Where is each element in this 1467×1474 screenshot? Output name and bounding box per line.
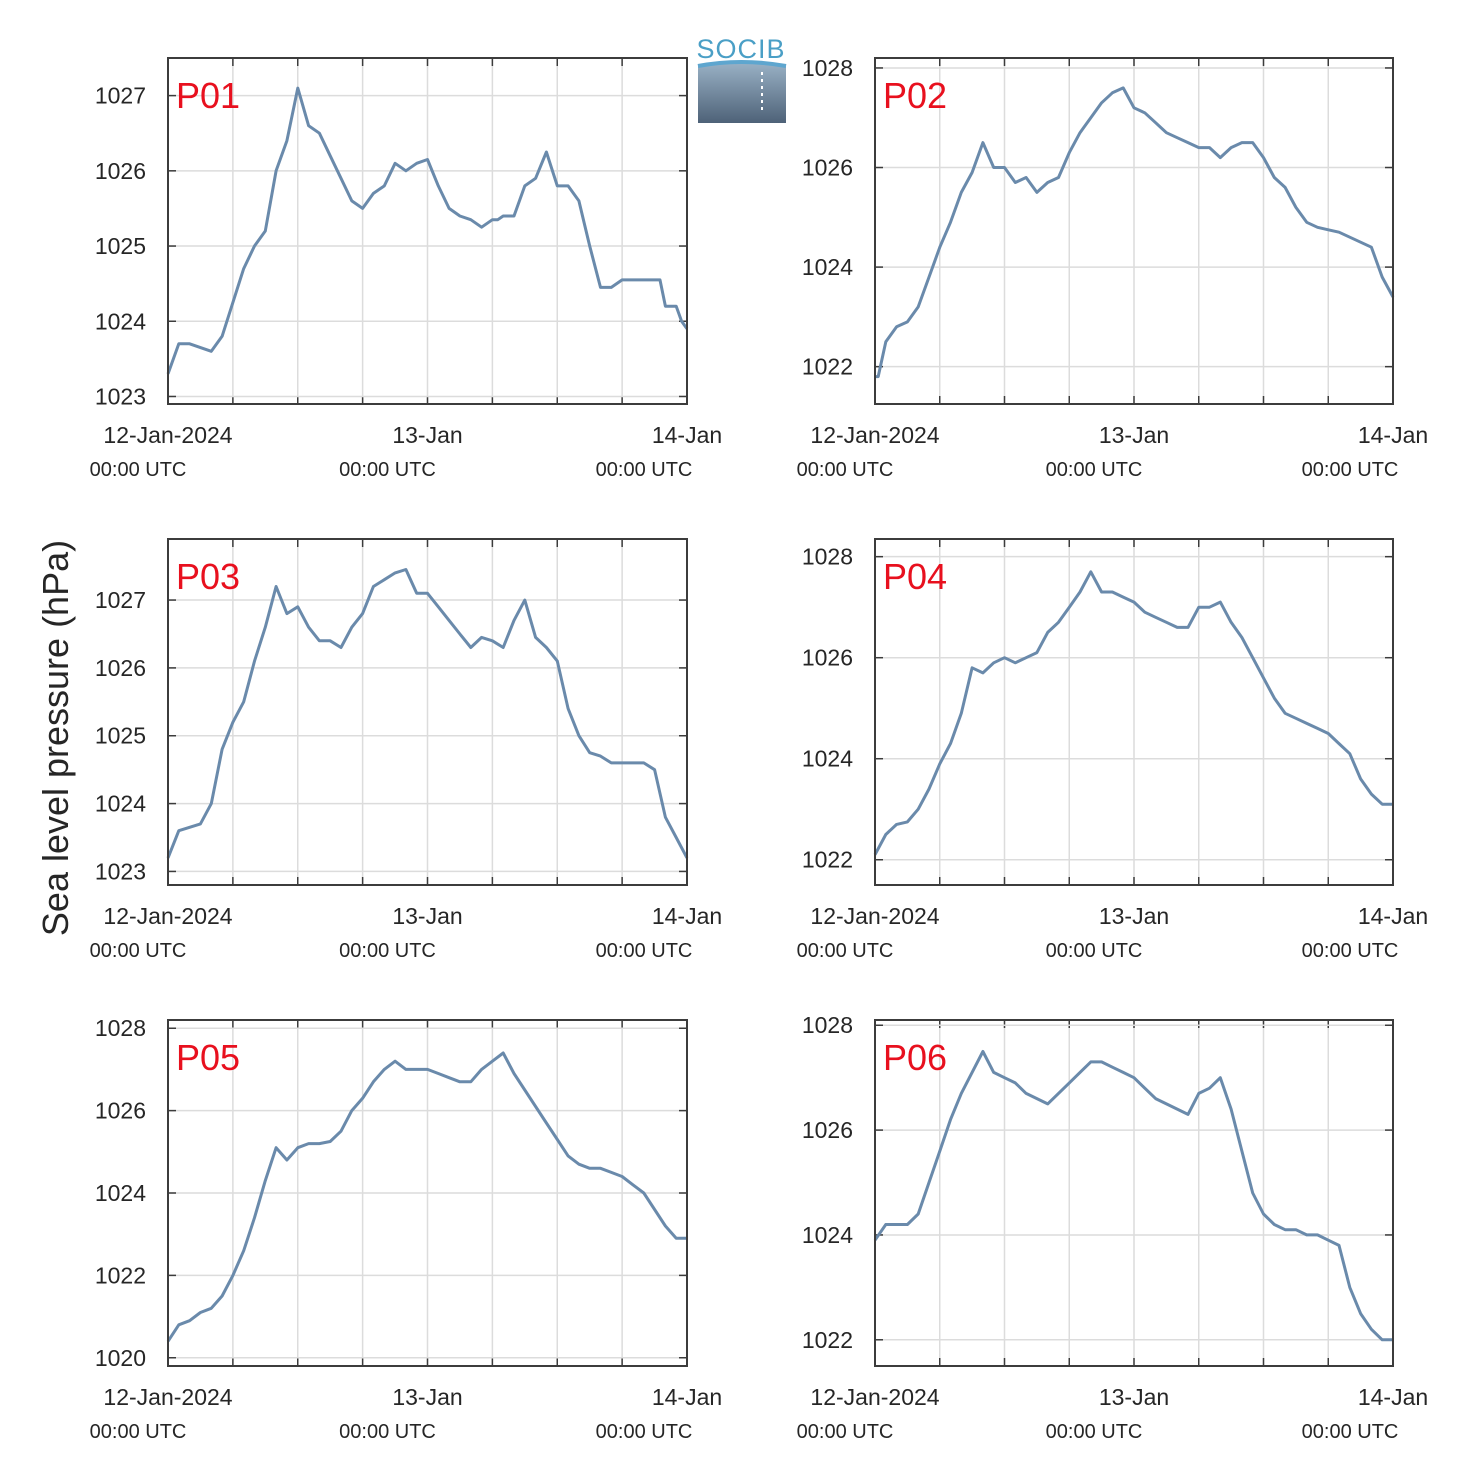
y-tick-label: 1028	[802, 55, 853, 81]
x-tick-label: 12-Jan-2024	[810, 903, 939, 929]
y-tick-label: 1022	[802, 1327, 853, 1353]
x-tick-label: 14-Jan	[652, 422, 722, 448]
axes-frame	[874, 1019, 1394, 1367]
y-tick-label: 1028	[95, 1015, 146, 1041]
x-tick-sublabel: 00:00 UTC	[797, 940, 894, 962]
panel-p05: 1020 1022 1024 1026 1028 12-Jan-2024 00:00 UTC…	[90, 1015, 723, 1443]
y-tick-label: 1026	[802, 1117, 853, 1143]
y-tick-label: 1026	[95, 158, 146, 184]
x-tick-label: 14-Jan	[1358, 903, 1428, 929]
x-tick-label: 13-Jan	[392, 422, 462, 448]
y-tick-label: 1025	[95, 233, 146, 259]
logo-text: SOCIB	[696, 34, 785, 64]
panel-tag: P05	[176, 1037, 240, 1078]
series-line-p06	[873, 1050, 1393, 1342]
panel-p04: 1022 1024 1026 1028 12-Jan-2024 00:00 UTC 13-J…	[797, 538, 1428, 962]
panel-p02: 1022 1024 1026 1028 12-Jan-2024 00:00 UTC 13-J…	[797, 55, 1429, 481]
x-tick-label: 12-Jan-2024	[103, 903, 232, 929]
x-tick-label: 12-Jan-2024	[103, 1384, 232, 1410]
panel-p03: 1023 1024 1025 1026 1027 12-Jan-2024 00:00 UTC…	[90, 538, 722, 962]
y-tick-label: 1020	[95, 1345, 146, 1371]
x-tick-sublabel: 00:00 UTC	[1302, 1421, 1399, 1443]
y-tick-label: 1024	[802, 746, 853, 772]
y-tick-label: 1027	[95, 587, 146, 613]
x-tick-sublabel: 00:00 UTC	[1046, 459, 1143, 481]
x-tick-sublabel: 00:00 UTC	[1046, 940, 1143, 962]
y-tick-label: 1026	[802, 155, 853, 181]
x-tick-sublabel: 00:00 UTC	[339, 459, 436, 481]
y-tick-label: 1022	[95, 1262, 146, 1288]
x-tick-label: 13-Jan	[392, 903, 462, 929]
y-tick-label: 1022	[802, 354, 853, 380]
x-tick-label: 12-Jan-2024	[103, 422, 232, 448]
panel-p01: 1023 1024 1025 1026 1027 12-Jan-2024 00:00 UTC…	[90, 57, 722, 481]
x-tick-label: 14-Jan	[1358, 1384, 1428, 1410]
x-tick-sublabel: 00:00 UTC	[596, 459, 693, 481]
x-tick-sublabel: 00:00 UTC	[339, 1421, 436, 1443]
panel-p06: 1022 1024 1026 1028 12-Jan-2024 00:00 UTC 13-J…	[797, 1012, 1429, 1443]
y-tick-label: 1024	[95, 308, 146, 334]
panel-tag: P03	[176, 556, 240, 597]
x-tick-label: 13-Jan	[392, 1384, 462, 1410]
x-tick-label: 12-Jan-2024	[810, 1384, 939, 1410]
x-tick-sublabel: 00:00 UTC	[90, 940, 187, 962]
x-tick-sublabel: 00:00 UTC	[90, 1421, 187, 1443]
x-tick-label: 12-Jan-2024	[810, 422, 939, 448]
socib-logo: SOCIB	[696, 34, 787, 123]
axes-frame	[874, 57, 1394, 405]
y-tick-label: 1027	[95, 83, 146, 109]
axes-frame	[167, 1019, 688, 1367]
series-line-p02	[875, 86, 1395, 379]
x-tick-label: 14-Jan	[652, 903, 722, 929]
x-tick-sublabel: 00:00 UTC	[1302, 940, 1399, 962]
x-tick-sublabel: 00:00 UTC	[596, 1421, 693, 1443]
y-tick-label: 1024	[95, 791, 146, 817]
y-tick-label: 1026	[802, 645, 853, 671]
x-tick-label: 14-Jan	[1358, 422, 1428, 448]
y-tick-label: 1023	[95, 858, 146, 884]
x-tick-label: 14-Jan	[652, 1384, 722, 1410]
y-tick-label: 1024	[802, 1222, 853, 1248]
axes-frame	[874, 538, 1394, 886]
y-axis-label: Sea level pressure (hPa)	[35, 540, 76, 936]
y-tick-label: 1024	[802, 254, 853, 280]
y-tick-label: 1028	[802, 1012, 853, 1038]
y-tick-label: 1023	[95, 383, 146, 409]
series-line-p03	[166, 568, 689, 859]
x-tick-sublabel: 00:00 UTC	[339, 940, 436, 962]
axes-frame	[167, 57, 688, 405]
panel-tag: P06	[883, 1037, 947, 1078]
x-tick-sublabel: 00:00 UTC	[90, 459, 187, 481]
x-tick-sublabel: 00:00 UTC	[797, 1421, 894, 1443]
y-tick-label: 1026	[95, 1098, 146, 1124]
y-tick-label: 1024	[95, 1180, 146, 1206]
y-tick-label: 1025	[95, 723, 146, 749]
series-line-p05	[166, 1051, 687, 1343]
axes-frame	[167, 538, 688, 886]
x-tick-label: 13-Jan	[1099, 1384, 1169, 1410]
x-tick-sublabel: 00:00 UTC	[1302, 459, 1399, 481]
panels: 1023 1024 1025 1026 1027 12-Jan-2024 00:00 UTC…	[90, 55, 1429, 1443]
y-tick-label: 1026	[95, 655, 146, 681]
x-tick-label: 13-Jan	[1099, 903, 1169, 929]
panel-tag: P02	[883, 75, 947, 116]
series-line-p01	[166, 86, 689, 375]
series-line-p04	[873, 570, 1393, 856]
y-tick-label: 1028	[802, 544, 853, 570]
y-tick-label: 1022	[802, 847, 853, 873]
panel-tag: P01	[176, 75, 240, 116]
x-tick-sublabel: 00:00 UTC	[1046, 1421, 1143, 1443]
panel-tag: P04	[883, 556, 947, 597]
x-tick-sublabel: 00:00 UTC	[797, 459, 894, 481]
x-tick-sublabel: 00:00 UTC	[596, 940, 693, 962]
x-tick-label: 13-Jan	[1099, 422, 1169, 448]
